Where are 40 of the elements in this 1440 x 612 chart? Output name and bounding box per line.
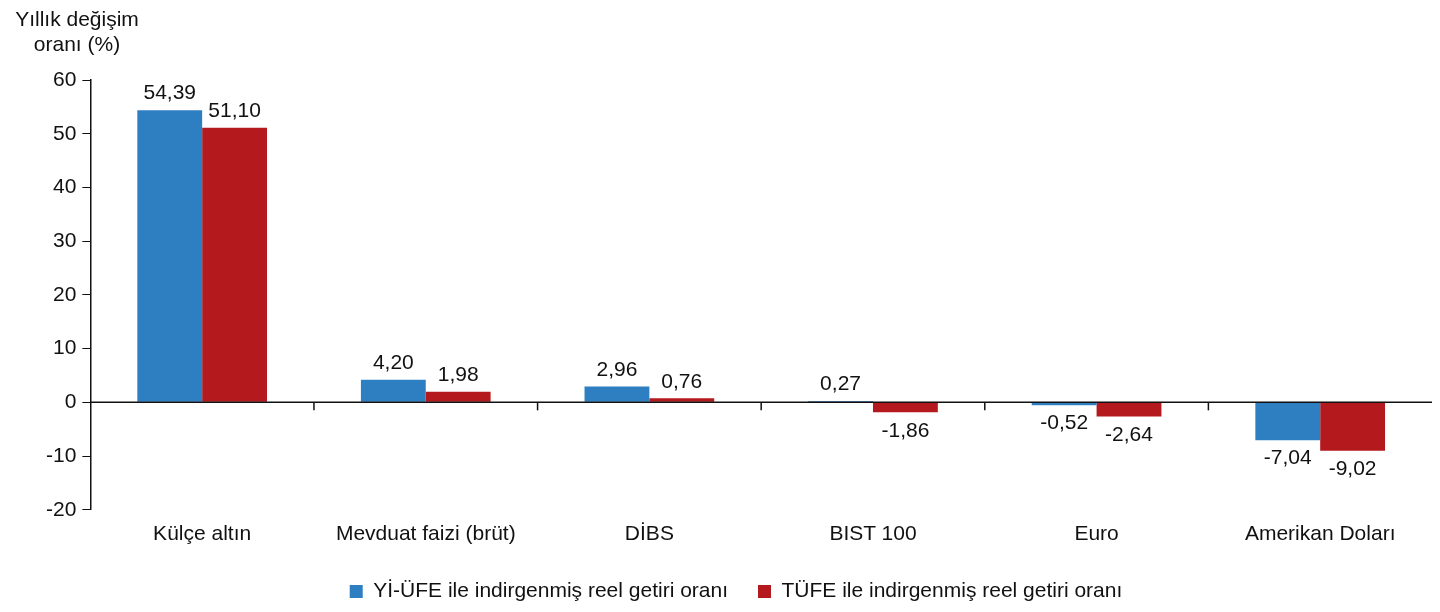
- x-tick-label: Mevduat faizi (brüt): [335, 521, 516, 545]
- bar: [425, 391, 491, 402]
- data-label: -2,64: [1105, 421, 1154, 445]
- data-label: -0,52: [1040, 410, 1089, 434]
- x-tick-label: DİBS: [624, 521, 674, 545]
- y-tick-label: 0: [64, 389, 77, 413]
- bar: [1096, 402, 1162, 417]
- data-label: 0,76: [661, 368, 703, 392]
- y-tick-label: 10: [52, 335, 77, 359]
- y-tick-label: 40: [52, 174, 77, 198]
- y-tick-label: 20: [52, 281, 77, 305]
- data-label: -1,86: [881, 417, 930, 441]
- y-axis-title: Yıllık değişim oranı (%): [14, 6, 140, 56]
- data-label: 0,27: [820, 371, 861, 395]
- y-tick-label: 30: [52, 227, 77, 251]
- bar: [584, 386, 650, 402]
- bar: [202, 127, 267, 402]
- x-tick-label: Amerikan Doları: [1244, 521, 1396, 545]
- y-tick-label: -20: [45, 496, 77, 520]
- legend-label: TÜFE ile indirgenmiş reel getiri oranı: [781, 578, 1123, 602]
- x-tick-label: Euro: [1074, 521, 1119, 545]
- bar: [137, 110, 203, 402]
- x-tick-label: BIST 100: [829, 521, 917, 545]
- y-tick-label: 60: [52, 66, 77, 90]
- data-label: -7,04: [1263, 445, 1313, 469]
- data-label: 2,96: [596, 356, 638, 380]
- x-tick-label: Külçe altın: [153, 521, 252, 545]
- y-tick-label: 50: [52, 120, 77, 144]
- data-label: 54,39: [143, 80, 197, 104]
- bar: [1255, 402, 1321, 441]
- data-label: 1,98: [437, 362, 479, 386]
- data-label: 4,20: [372, 350, 414, 374]
- bar: [1320, 402, 1386, 451]
- bar: [649, 398, 715, 402]
- bar: [872, 402, 938, 413]
- data-label: 51,10: [208, 98, 261, 122]
- data-label: -9,02: [1328, 456, 1377, 480]
- bar: [360, 379, 426, 402]
- legend-label: Yİ-ÜFE ile indirgenmiş reel getiri oranı: [373, 578, 728, 602]
- y-tick-label: -10: [45, 442, 77, 466]
